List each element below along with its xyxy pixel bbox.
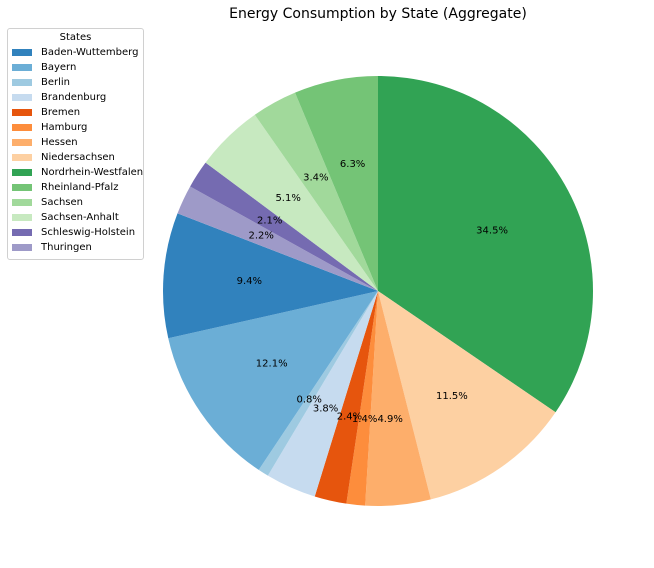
pie-slice-brandenburg — [267, 291, 378, 497]
legend-label: Schleswig-Holstein — [41, 227, 136, 238]
legend-item-thuringen: Thuringen — [8, 240, 143, 255]
legend-item-nordrhein-westfalen: Nordrhein-Westfalen — [8, 165, 143, 180]
legend-swatch — [12, 124, 32, 131]
legend-label: Brandenburg — [41, 92, 107, 103]
pie-label-sachsen: 3.4% — [303, 172, 328, 183]
legend-item-bayern: Bayern — [8, 60, 143, 75]
pie-percentage-labels: 34.5% 11.5% 4.9%1.4%2.4%3.8%0.8% 12.1% 9.4% 2… — [237, 159, 508, 425]
pie-slice-schleswig-holstein — [190, 162, 378, 291]
legend-label: Sachsen-Anhalt — [41, 212, 119, 223]
pie-slice-baden-wuttemberg — [163, 213, 378, 339]
pie-label-bremen: 2.4% — [337, 411, 362, 422]
pie-slice-hessen — [365, 291, 431, 507]
legend-label: Bremen — [41, 107, 81, 118]
legend-swatch — [12, 64, 32, 71]
legend-item-niedersachsen: Niedersachsen — [8, 150, 143, 165]
legend-item-brandenburg: Brandenburg — [8, 90, 143, 105]
legend-swatch — [12, 139, 32, 146]
chart-title: Energy Consumption by State (Aggregate) — [229, 6, 527, 22]
pie-slice-sachsen — [254, 92, 378, 291]
legend-label: Hamburg — [41, 122, 88, 133]
legend-swatch — [12, 244, 32, 251]
legend-label: Baden-Wuttemberg — [41, 47, 139, 58]
legend-label: Bayern — [41, 62, 77, 73]
pie-label-brandenburg: 3.8% — [313, 403, 338, 414]
pie-slice-hamburg — [346, 291, 378, 506]
pie-label-niedersachsen: 11.5% — [436, 391, 468, 402]
pie-slices — [163, 76, 593, 507]
pie-slice-rheinland-pfalz — [295, 76, 378, 291]
legend-swatch — [12, 199, 32, 206]
legend-label: Thuringen — [41, 242, 92, 253]
pie-label-hamburg: 1.4% — [352, 414, 377, 425]
legend-item-schleswig-holstein: Schleswig-Holstein — [8, 225, 143, 240]
legend-label: Nordrhein-Westfalen — [41, 167, 144, 178]
legend-item-sachsen-anhalt: Sachsen-Anhalt — [8, 210, 143, 225]
pie-slice-thuringen — [177, 186, 378, 291]
pie-label-sachsen-anhalt: 5.1% — [275, 193, 300, 204]
legend-label: Berlin — [41, 77, 71, 88]
legend-label: Rheinland-Pfalz — [41, 182, 119, 193]
legend-swatch — [12, 109, 32, 116]
legend-item-rheinland-pfalz: Rheinland-Pfalz — [8, 180, 143, 195]
pie-label-thuringen: 2.2% — [249, 231, 274, 242]
legend-label: Hessen — [41, 137, 78, 148]
legend-swatch — [12, 49, 32, 56]
pie-label-bayern: 12.1% — [256, 359, 288, 370]
legend-swatch — [12, 229, 32, 236]
legend-swatch — [12, 184, 32, 191]
pie-slice-berlin — [258, 291, 378, 476]
legend-label: Sachsen — [41, 197, 84, 208]
legend-title: States — [59, 32, 92, 43]
legend-item-baden-wuttemberg: Baden-Wuttemberg — [8, 45, 143, 60]
pie-slice-niedersachsen — [378, 291, 556, 500]
legend-swatch — [12, 94, 32, 101]
legend-swatch — [12, 79, 32, 86]
legend-swatch — [12, 214, 32, 221]
legend-item-bremen: Bremen — [8, 105, 143, 120]
pie-label-baden-wuttemberg: 9.4% — [237, 276, 262, 287]
pie-label-hessen: 4.9% — [377, 414, 402, 425]
pie-label-rheinland-pfalz: 6.3% — [340, 159, 365, 170]
pie-slice-sachsen-anhalt — [205, 114, 378, 291]
legend: States Baden-Wuttemberg Bayern Berlin Brand… — [7, 28, 144, 260]
legend-items: Baden-Wuttemberg Bayern Berlin Brandenburg B… — [8, 45, 143, 255]
pie-label-schleswig-holstein: 2.1% — [257, 215, 282, 226]
pie-slice-bremen — [314, 291, 378, 504]
pie-slice-nordrhein-westfalen — [378, 76, 593, 413]
pie-slice-bayern — [168, 291, 378, 470]
legend-item-hessen: Hessen — [8, 135, 143, 150]
pie-label-nordrhein-westfalen: 34.5% — [476, 225, 508, 236]
legend-item-sachsen: Sachsen — [8, 195, 143, 210]
legend-swatch — [12, 154, 32, 161]
legend-swatch — [12, 169, 32, 176]
legend-item-berlin: Berlin — [8, 75, 143, 90]
legend-item-hamburg: Hamburg — [8, 120, 143, 135]
legend-label: Niedersachsen — [41, 152, 115, 163]
pie-label-berlin: 0.8% — [296, 395, 321, 406]
